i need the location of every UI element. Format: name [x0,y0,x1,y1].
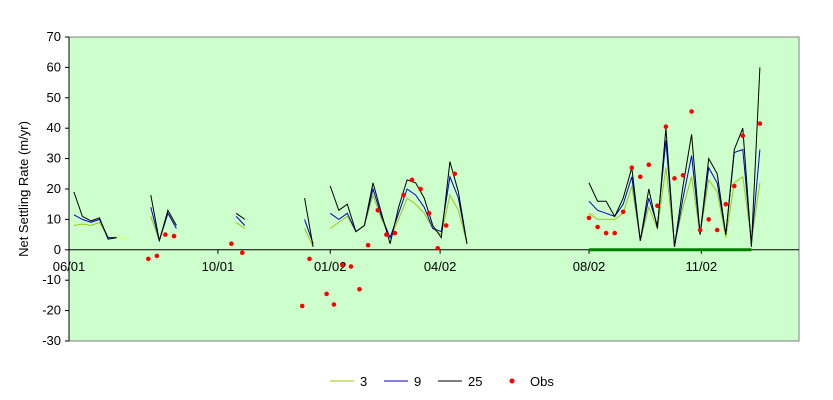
series-25-line [235,212,246,220]
x-tick-label: 08/02 [573,259,606,274]
y-tick-label: -10 [42,272,61,287]
obs-point [384,232,389,237]
series-25-line [304,198,314,247]
legend-label-9: 9 [414,374,421,389]
obs-point [646,162,652,167]
obs-point [426,211,432,216]
plot-area [68,36,800,342]
obs-point [612,230,617,236]
obs-point [392,230,398,236]
series-layer [73,67,761,248]
obs-point [401,192,406,198]
legend: 3 9 25 Obs [330,374,554,389]
y-tick-label: 50 [47,90,61,105]
x-tick-label: 11/02 [686,259,718,274]
obs-point [586,215,592,221]
x-tick-label: 06/01 [53,259,86,274]
obs-point [620,209,626,215]
obs-point [638,174,643,180]
series-9-line [235,216,246,226]
obs-point [418,186,423,192]
obs-point [689,109,694,114]
obs-point [714,227,720,233]
obs-point [723,201,729,207]
obs-point [240,250,245,256]
obs-point [409,177,415,183]
obs-point [672,176,677,181]
obs-point [757,121,763,126]
series-25-line [329,161,468,244]
obs-point [697,227,703,233]
x-tick-label: 04/02 [424,259,457,274]
y-tick-label: 10 [47,211,61,226]
obs-point [154,253,160,259]
obs-point [340,262,345,268]
y-tick-label: 20 [47,181,61,196]
obs-point [603,230,609,236]
series-25-line [150,195,177,241]
x-tick-label: 10/01 [202,259,235,274]
obs-point [229,241,234,246]
obs-point [324,291,329,297]
obs-point [595,224,600,230]
series-25-line [73,191,117,240]
obs-point [375,208,381,213]
obs-points [146,109,763,309]
obs-point [365,242,371,248]
obs-point [663,124,669,129]
obs-point [171,233,177,239]
y-tick-label: 0 [54,242,61,257]
obs-point [732,183,737,189]
obs-point [443,223,449,228]
obs-point [452,171,458,177]
y-axis-label: Net Settling Rate (m/yr) [16,121,31,257]
series-25-line [588,67,761,247]
legend-swatch-Obs [509,378,515,384]
x-tick-label: 01/02 [314,259,347,274]
series-9-line [73,214,117,239]
series-3-line [304,228,314,248]
obs-point [307,256,312,262]
y-tick-label: -30 [42,333,61,348]
y-axis: -30 -20 -10 0 10 20 30 40 50 60 70 [42,29,70,348]
y-tick-label: 40 [47,120,61,135]
legend-label-3: 3 [360,374,367,389]
obs-point [331,302,337,307]
obs-point [706,217,711,222]
obs-point [146,256,151,262]
legend-label-25: 25 [468,374,482,389]
series-25 [73,67,761,247]
y-tick-label: -20 [42,303,61,318]
y-tick-label: 60 [47,59,61,74]
obs-point [348,264,354,269]
legend-label-Obs: Obs [530,374,554,389]
obs-point [680,173,686,178]
obs-point [655,203,660,208]
x-axis: 06/01 10/01 01/02 04/02 08/02 11/02 [53,249,718,274]
obs-point [629,165,635,170]
series-3-line [235,221,246,229]
y-tick-label: 70 [47,29,61,44]
obs-point [435,246,441,251]
obs-point [299,303,305,309]
obs-point [357,287,362,292]
y-tick-label: 30 [47,151,61,166]
obs-point [163,232,168,237]
obs-point [740,133,746,139]
